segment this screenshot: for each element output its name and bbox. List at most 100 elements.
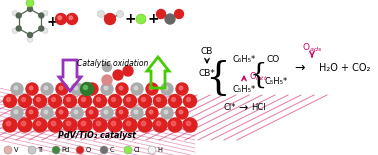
Text: →: → — [238, 103, 248, 113]
Circle shape — [124, 146, 132, 154]
Circle shape — [29, 110, 33, 114]
Circle shape — [126, 121, 131, 126]
Circle shape — [16, 13, 21, 18]
Circle shape — [153, 118, 167, 132]
Circle shape — [71, 83, 83, 95]
Circle shape — [119, 110, 123, 114]
Circle shape — [52, 146, 60, 154]
Circle shape — [74, 86, 78, 90]
Circle shape — [112, 97, 116, 102]
Text: +: + — [46, 15, 58, 29]
Circle shape — [59, 110, 63, 114]
Circle shape — [131, 83, 143, 95]
Circle shape — [102, 75, 112, 85]
Circle shape — [164, 86, 168, 90]
Circle shape — [44, 110, 48, 114]
Circle shape — [59, 86, 63, 90]
Circle shape — [134, 110, 138, 114]
Circle shape — [12, 10, 18, 16]
Circle shape — [64, 95, 76, 108]
Circle shape — [127, 97, 130, 102]
Text: Ti: Ti — [37, 148, 43, 153]
Text: H: H — [158, 148, 163, 153]
Text: O$_{ads}$: O$_{ads}$ — [302, 42, 322, 54]
Circle shape — [134, 86, 138, 90]
Circle shape — [86, 83, 98, 95]
Text: C₅H₅*: C₅H₅* — [232, 86, 256, 95]
Circle shape — [27, 37, 33, 42]
Circle shape — [108, 95, 121, 108]
Circle shape — [14, 86, 18, 90]
Circle shape — [11, 83, 23, 95]
Circle shape — [176, 83, 188, 95]
Circle shape — [165, 14, 175, 24]
Circle shape — [136, 14, 146, 24]
Circle shape — [131, 107, 143, 119]
Circle shape — [124, 95, 136, 108]
Circle shape — [161, 107, 173, 119]
Circle shape — [116, 107, 128, 119]
Text: +: + — [124, 12, 136, 26]
Circle shape — [119, 86, 123, 90]
Circle shape — [71, 107, 83, 119]
Circle shape — [113, 70, 123, 80]
Text: C₅H₅*: C₅H₅* — [264, 78, 288, 86]
Circle shape — [36, 121, 41, 126]
Circle shape — [28, 7, 33, 11]
Circle shape — [11, 107, 23, 119]
Circle shape — [176, 107, 188, 119]
Text: O$_{latt}$: O$_{latt}$ — [249, 71, 268, 83]
Circle shape — [19, 95, 31, 108]
Text: Cl: Cl — [133, 148, 140, 153]
Circle shape — [26, 0, 34, 7]
Text: →: → — [295, 62, 305, 75]
Circle shape — [42, 10, 48, 16]
Circle shape — [51, 121, 56, 126]
Circle shape — [96, 121, 101, 126]
Circle shape — [63, 118, 77, 132]
Circle shape — [116, 83, 128, 95]
Circle shape — [6, 121, 11, 126]
Circle shape — [141, 97, 146, 102]
Circle shape — [104, 110, 108, 114]
Circle shape — [39, 13, 44, 18]
Text: {: { — [249, 62, 267, 89]
Circle shape — [67, 13, 77, 24]
Circle shape — [48, 118, 62, 132]
Circle shape — [102, 62, 112, 71]
Text: +: + — [147, 12, 159, 26]
Circle shape — [28, 146, 36, 154]
Circle shape — [175, 9, 183, 18]
Circle shape — [84, 86, 87, 89]
Circle shape — [172, 97, 175, 102]
Circle shape — [153, 95, 166, 108]
Circle shape — [104, 13, 116, 24]
Circle shape — [37, 97, 40, 102]
Circle shape — [41, 83, 53, 95]
Text: C: C — [110, 148, 114, 153]
Circle shape — [123, 66, 133, 76]
Circle shape — [123, 118, 137, 132]
Circle shape — [74, 110, 78, 114]
Circle shape — [44, 86, 48, 90]
Circle shape — [3, 118, 17, 132]
Circle shape — [186, 121, 191, 126]
Circle shape — [186, 97, 191, 102]
Circle shape — [101, 107, 113, 119]
Text: C₆H₅*: C₆H₅* — [232, 55, 256, 64]
Text: CO: CO — [266, 55, 280, 64]
Circle shape — [58, 16, 62, 20]
Circle shape — [81, 121, 86, 126]
Circle shape — [96, 97, 101, 102]
Text: CB*: CB* — [198, 69, 215, 78]
Circle shape — [34, 95, 46, 108]
Circle shape — [156, 121, 161, 126]
Text: Cl*: Cl* — [224, 104, 236, 113]
Circle shape — [93, 95, 107, 108]
Circle shape — [28, 33, 33, 38]
Circle shape — [104, 86, 108, 90]
Circle shape — [33, 118, 47, 132]
Circle shape — [3, 95, 17, 108]
Circle shape — [146, 107, 158, 119]
Circle shape — [101, 83, 113, 95]
